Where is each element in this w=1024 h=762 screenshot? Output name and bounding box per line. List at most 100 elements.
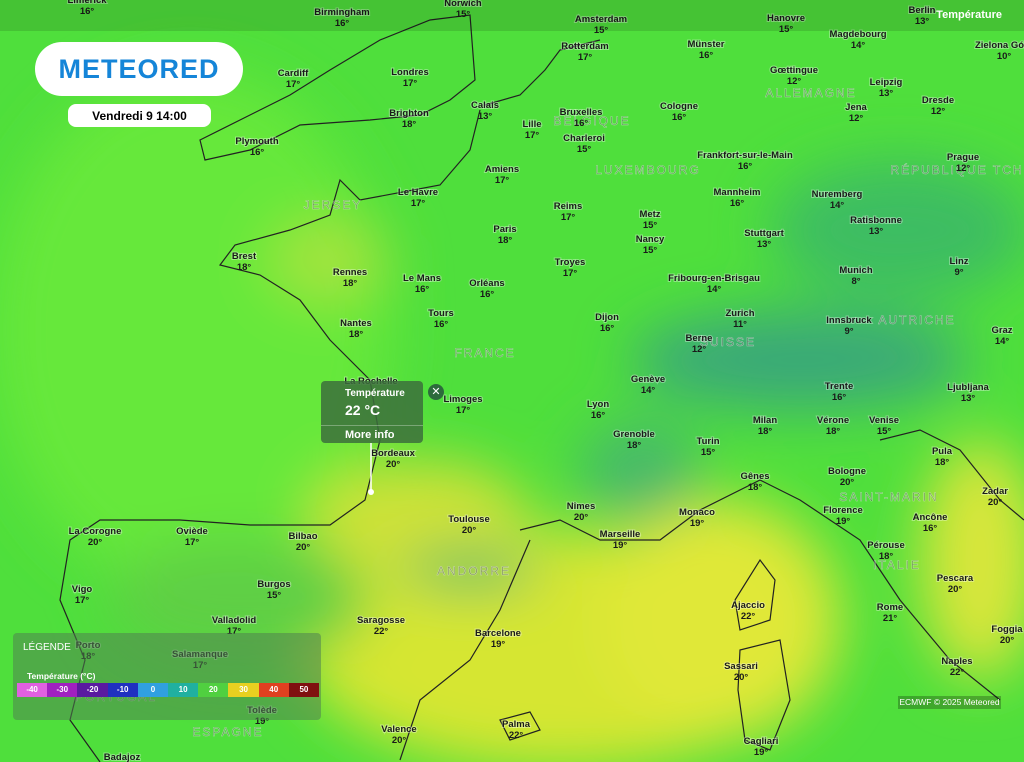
city-temperature: 22° (509, 730, 524, 741)
city-temperature: 13° (757, 239, 772, 250)
city-name: Monaco (679, 507, 715, 518)
city-name: Ajaccio (731, 600, 765, 611)
popup-close[interactable]: ✕ (428, 384, 444, 400)
city-name: Brighton (389, 108, 429, 119)
city-name: Norwich (444, 0, 482, 9)
legend-label: Température (°C) (27, 671, 96, 681)
city-name: Naples (941, 656, 972, 667)
city-temperature: 18° (879, 551, 894, 562)
city-temperature: 18° (627, 440, 642, 451)
popup-title: Température (345, 388, 405, 399)
city-name: Dijon (595, 312, 619, 323)
city-name: Prague (947, 152, 979, 163)
city-name: Valladolid (212, 615, 257, 626)
city-temperature: 17° (286, 79, 301, 90)
city-temperature: 16° (738, 161, 753, 172)
city-name: Charleroi (563, 133, 605, 144)
date-label[interactable]: Vendredi 9 14:00 (68, 104, 211, 127)
city-name: Stuttgart (744, 228, 784, 239)
country-label: ESPAGNE (192, 725, 263, 739)
city-name: Graz (991, 325, 1012, 336)
city-name: Frankfort-sur-le-Main (697, 150, 793, 161)
city-temperature: 20° (574, 512, 589, 523)
city-temperature: 15° (594, 25, 609, 36)
city-temperature: 14° (851, 40, 866, 51)
city-temperature: 20° (296, 542, 311, 553)
temperature-field (0, 70, 1024, 762)
city-temperature: 19° (613, 540, 628, 551)
city-name: Birmingham (314, 7, 369, 18)
city-name: Gênes (740, 471, 769, 482)
legend-scale-step: -10 (107, 683, 138, 697)
city-name: Rennes (333, 267, 367, 278)
city-temperature: 17° (561, 212, 576, 223)
city-temperature: 9° (844, 326, 853, 337)
legend[interactable]: LÉGENDE Température (°C) -40 -30 -20 -10 0 10… (13, 633, 321, 720)
city-name: Turin (696, 436, 719, 447)
city-temperature: 14° (707, 284, 722, 295)
city-name: Munich (839, 265, 872, 276)
city-name: Limerick (67, 0, 107, 6)
city-name: Milan (753, 415, 777, 426)
city-name: Magdebourg (830, 29, 887, 40)
city-name: Nîmes (567, 501, 596, 512)
city-name: Foggia (991, 624, 1023, 635)
city-temperature: 16° (699, 50, 714, 61)
city-temperature: 16° (335, 18, 350, 29)
city-temperature: 16° (80, 6, 95, 17)
city-name: Bologne (828, 466, 866, 477)
city-temperature: 15° (267, 590, 282, 601)
city-temperature: 18° (402, 119, 417, 130)
city-temperature: 16° (591, 410, 606, 421)
city-temperature: 13° (478, 111, 493, 122)
city-name: Bruxelles (560, 107, 603, 118)
city-temperature: 19° (491, 639, 506, 650)
city-temperature: 20° (88, 537, 103, 548)
city-name: Fribourg-en-Brisgau (668, 273, 760, 284)
city-temperature: 13° (961, 393, 976, 404)
popup-value: 22 °C (345, 402, 381, 418)
legend-scale-step: -30 (47, 683, 78, 697)
city-temperature: 16° (923, 523, 938, 534)
credit: ECMWF © 2025 Meteored (898, 696, 1001, 709)
city-name: Trente (825, 381, 854, 392)
city-temperature: 16° (672, 112, 687, 123)
city-name: Le Havre (398, 187, 438, 198)
city-temperature: 20° (462, 525, 477, 536)
city-name: Ljubljana (947, 382, 989, 393)
country-label: FRANCE (454, 346, 515, 360)
city-temperature: 18° (237, 262, 252, 273)
city-temperature: 17° (563, 268, 578, 279)
city-name: Berne (686, 333, 713, 344)
city-temperature: 16° (600, 323, 615, 334)
legend-scale-step: 0 (137, 683, 169, 697)
city-temperature: 17° (495, 175, 510, 186)
city-name: Marseille (600, 529, 641, 540)
city-temperature: 11° (733, 319, 747, 330)
city-name: Innsbruck (826, 315, 872, 326)
city-temperature: 20° (392, 735, 407, 746)
city-temperature: 15° (577, 144, 592, 155)
city-name: Zielona Góra (975, 40, 1024, 51)
city-name: Nantes (340, 318, 372, 329)
city-name: Sassari (724, 661, 758, 672)
city-temperature: 18° (826, 426, 841, 437)
city-temperature: 17° (411, 198, 426, 209)
city-name: Reims (554, 201, 583, 212)
city-name: Genève (631, 374, 665, 385)
city-temperature: 19° (836, 516, 851, 527)
city-name: Brest (232, 251, 257, 262)
city-name: Pérouse (867, 540, 905, 551)
city-name: Badajoz (104, 752, 141, 762)
country-label: ITALIE (873, 558, 921, 572)
city-temperature: 18° (748, 482, 763, 493)
popup-link[interactable]: More info (321, 425, 423, 441)
layer-label[interactable]: Température (936, 9, 1002, 21)
city-temperature: 19° (690, 518, 705, 529)
logo[interactable]: METEORED (35, 42, 243, 96)
city-name: Limoges (443, 394, 482, 405)
city-temperature: 8° (851, 276, 860, 287)
popup-link-text[interactable]: More info (345, 429, 395, 441)
city-temperature: 10° (997, 51, 1012, 62)
city-name: La Corogne (69, 526, 122, 537)
